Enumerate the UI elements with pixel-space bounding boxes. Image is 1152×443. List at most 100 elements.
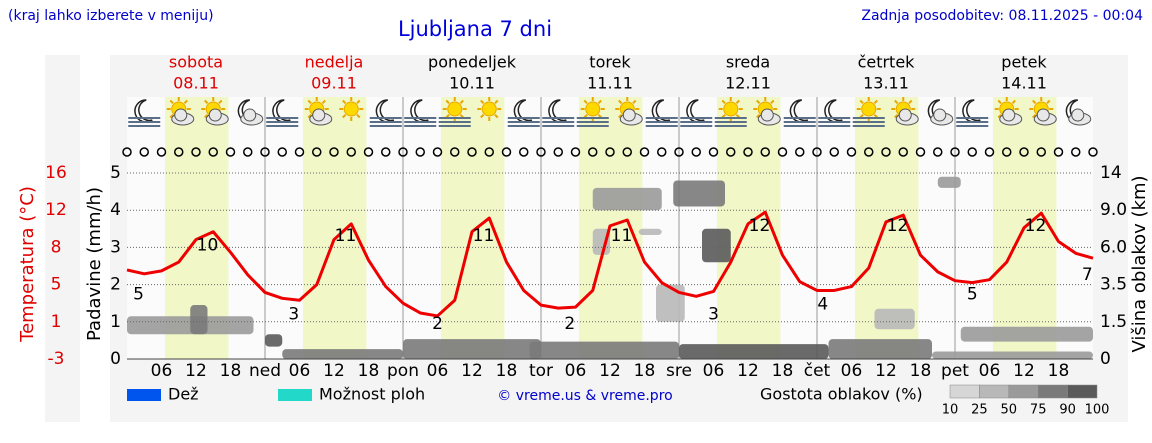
x-tick-label: 18 xyxy=(1048,361,1070,381)
sun-ray xyxy=(894,113,899,119)
x-tick-label: 12 xyxy=(875,361,897,381)
sun xyxy=(861,101,877,117)
wind-calm xyxy=(588,147,598,157)
moon xyxy=(789,99,809,123)
cloud-patch xyxy=(656,284,685,322)
sun-ray xyxy=(632,99,637,105)
temperature-label: 2 xyxy=(564,314,575,334)
cloud-patch xyxy=(932,351,1093,359)
y2-tick-label: 9.0 xyxy=(1100,200,1127,220)
cloud-patch xyxy=(702,228,731,263)
cloud-patch xyxy=(638,228,662,235)
cloud xyxy=(760,108,774,122)
temperature-tick-label: 1 xyxy=(51,312,62,332)
wind-calm xyxy=(657,147,667,157)
wind-calm xyxy=(605,147,615,157)
day-name: četrtek xyxy=(858,53,916,72)
cloud-patch xyxy=(679,344,829,359)
x-tick-label: 12 xyxy=(737,361,759,381)
x-tick-label: 06 xyxy=(703,361,725,381)
cloud xyxy=(243,108,257,122)
temperature-tick-label: -3 xyxy=(48,349,65,369)
moon xyxy=(548,99,567,123)
sun xyxy=(585,101,601,117)
day-date: 10.11 xyxy=(449,74,495,93)
sun xyxy=(447,101,463,117)
day-date: 12.11 xyxy=(725,74,771,93)
cloud-patch xyxy=(403,339,541,359)
moon xyxy=(962,99,981,123)
weather-icon xyxy=(369,99,402,127)
wind-calm xyxy=(156,147,167,157)
x-tick-label: 18 xyxy=(910,361,932,381)
moon xyxy=(686,99,705,123)
daylight-band xyxy=(302,97,367,359)
temperature-tick-label: 16 xyxy=(45,163,67,183)
wind-calm xyxy=(363,147,374,157)
temperature-tick-label: 8 xyxy=(51,237,62,257)
x-tick-label: 12 xyxy=(1013,361,1035,381)
sun xyxy=(481,101,497,117)
wind-calm xyxy=(122,147,132,157)
weather-icon xyxy=(818,99,851,127)
temperature-label: 4 xyxy=(817,294,828,314)
wind-calm xyxy=(760,147,770,157)
legend-swatch xyxy=(278,389,312,401)
wind-calm xyxy=(1002,147,1012,157)
cloud xyxy=(174,108,188,122)
wind-calm xyxy=(864,147,874,157)
weather-icon xyxy=(576,97,609,127)
sun-ray xyxy=(735,99,740,105)
day-name: ponedeljek xyxy=(428,53,517,72)
wind-calm xyxy=(846,147,857,157)
weather-icon xyxy=(477,97,502,121)
sun-ray xyxy=(756,113,761,119)
temperature-label: 11 xyxy=(473,226,495,246)
sun xyxy=(723,101,739,117)
legend-label: Možnost ploh xyxy=(319,385,425,404)
wind-calm xyxy=(915,147,926,157)
wind-calm xyxy=(467,147,477,157)
wind-calm xyxy=(639,147,650,157)
sun xyxy=(343,101,359,117)
weather-icon xyxy=(714,97,747,127)
sun-ray xyxy=(721,99,726,105)
wind-calm xyxy=(1071,147,1081,157)
sun-ray xyxy=(445,99,450,105)
sun-ray xyxy=(321,99,326,105)
temperature-label: 10 xyxy=(197,236,219,256)
y2-tick-label: 3.5 xyxy=(1100,275,1127,295)
wind-calm xyxy=(777,147,788,157)
x-tick-label: 18 xyxy=(358,361,380,381)
wind-calm xyxy=(743,147,753,157)
x-tick-label: pet xyxy=(941,361,969,381)
sun-ray xyxy=(1032,113,1037,119)
x-tick-label: 18 xyxy=(634,361,656,381)
weather-icon xyxy=(1065,99,1092,126)
sun-ray xyxy=(494,113,499,119)
density-box xyxy=(1067,384,1098,399)
weather-icon xyxy=(615,97,643,126)
cloud xyxy=(1071,108,1085,122)
density-tick-label: 75 xyxy=(1030,403,1047,418)
moon xyxy=(375,99,395,123)
wind-calm xyxy=(346,147,356,157)
x-tick-label: 12 xyxy=(323,361,345,381)
y-axis-title: Padavine (mm/h) xyxy=(84,187,105,341)
sun-ray xyxy=(480,99,485,105)
temperature-label: 12 xyxy=(1025,216,1047,236)
wind-calm xyxy=(933,147,943,157)
sun-ray xyxy=(459,99,464,105)
wind-calm xyxy=(1019,147,1029,157)
wind-calm xyxy=(536,147,546,157)
x-tick-label: pon xyxy=(387,361,419,381)
day-name: sobota xyxy=(169,53,223,72)
cloud xyxy=(312,108,326,122)
sun-ray xyxy=(218,99,223,105)
y2-tick-label: 0 xyxy=(1100,349,1111,369)
density-tick-label: 100 xyxy=(1085,403,1110,418)
moon xyxy=(410,99,429,123)
cloud-patch xyxy=(529,341,679,359)
sun-ray xyxy=(597,99,602,105)
